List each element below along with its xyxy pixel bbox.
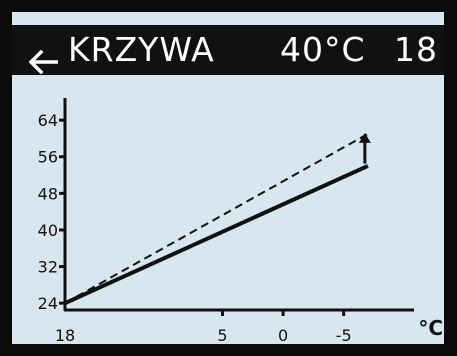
curve-value[interactable]: 18 <box>394 30 438 69</box>
x-tick-label: 5 <box>217 326 227 345</box>
y-tick-label: 48 <box>38 184 58 203</box>
y-tick-label: 32 <box>38 258 58 277</box>
x-axis-label: °C <box>418 316 443 340</box>
current-curve-line <box>64 164 369 305</box>
arrow-up-icon-head <box>358 132 371 143</box>
y-tick-label: 56 <box>38 148 58 167</box>
y-tick-label: 64 <box>38 111 58 130</box>
header-bar: KRZYWA 40°C 18 <box>12 25 444 75</box>
x-tick-label: 0 <box>278 326 288 345</box>
arrow-left-icon[interactable] <box>28 38 60 75</box>
y-tick-label: 24 <box>38 294 58 313</box>
x-tick-label: -5 <box>336 326 352 345</box>
temperature-readout: 40°C <box>280 30 366 69</box>
y-tick-label: 40 <box>38 221 58 240</box>
target-curve-line <box>64 133 369 305</box>
x-tick-label: 18 <box>55 326 75 345</box>
page-title: KRZYWA <box>68 30 215 69</box>
